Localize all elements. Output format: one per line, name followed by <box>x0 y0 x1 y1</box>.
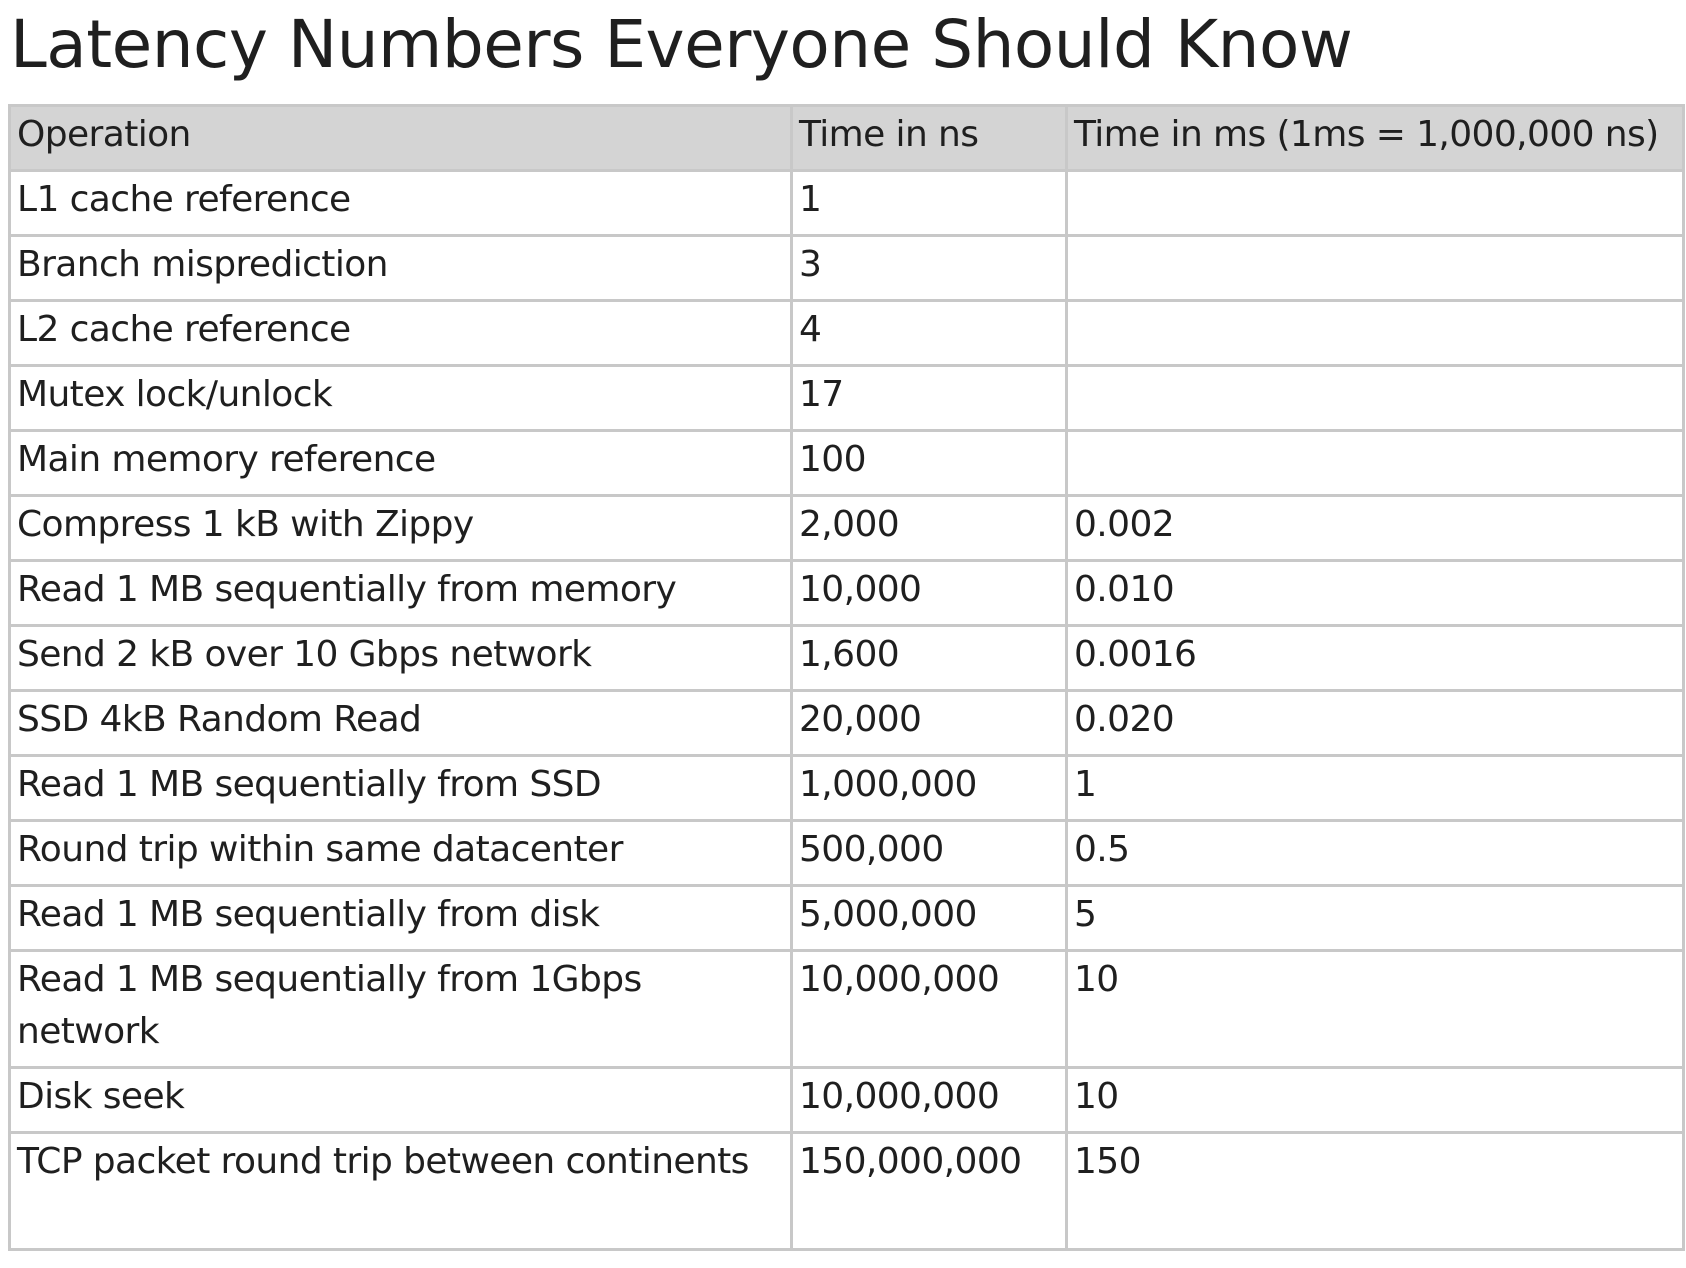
table-row: Read 1 MB sequentially from disk 5,000,0… <box>8 884 1685 952</box>
cell-operation: Read 1 MB sequentially from 1Gbps networ… <box>8 949 793 1069</box>
cell-time-ms: 0.010 <box>1065 559 1685 627</box>
table-body: L1 cache reference 1 Branch mispredictio… <box>8 169 1685 1251</box>
cell-operation: Round trip within same datacenter <box>8 819 793 887</box>
cell-time-ms <box>1065 364 1685 432</box>
table-row: Compress 1 kB with Zippy 2,000 0.002 <box>8 494 1685 562</box>
latency-table: Operation Time in ns Time in ms (1ms = 1… <box>8 104 1685 1251</box>
table-row: TCP packet round trip between continents… <box>8 1131 1685 1251</box>
cell-operation: SSD 4kB Random Read <box>8 689 793 757</box>
cell-time-ns: 10,000 <box>790 559 1068 627</box>
cell-operation: Compress 1 kB with Zippy <box>8 494 793 562</box>
cell-time-ns: 1,600 <box>790 624 1068 692</box>
table-row: Branch misprediction 3 <box>8 234 1685 302</box>
cell-time-ns: 500,000 <box>790 819 1068 887</box>
cell-time-ns: 10,000,000 <box>790 949 1068 1069</box>
table-row: Mutex lock/unlock 17 <box>8 364 1685 432</box>
table-row: Read 1 MB sequentially from SSD 1,000,00… <box>8 754 1685 822</box>
cell-time-ns: 5,000,000 <box>790 884 1068 952</box>
cell-time-ms <box>1065 299 1685 367</box>
table-row: L2 cache reference 4 <box>8 299 1685 367</box>
cell-time-ns: 150,000,000 <box>790 1131 1068 1251</box>
cell-operation: Branch misprediction <box>8 234 793 302</box>
cell-operation: Read 1 MB sequentially from disk <box>8 884 793 952</box>
cell-operation: TCP packet round trip between continents <box>8 1131 793 1251</box>
cell-time-ms: 0.002 <box>1065 494 1685 562</box>
cell-time-ms <box>1065 169 1685 237</box>
cell-operation: Read 1 MB sequentially from memory <box>8 559 793 627</box>
cell-time-ns: 100 <box>790 429 1068 497</box>
cell-time-ns: 1,000,000 <box>790 754 1068 822</box>
cell-time-ms: 1 <box>1065 754 1685 822</box>
cell-time-ns: 4 <box>790 299 1068 367</box>
cell-time-ms: 10 <box>1065 949 1685 1069</box>
table-row: Disk seek 10,000,000 10 <box>8 1066 1685 1134</box>
cell-operation: Read 1 MB sequentially from SSD <box>8 754 793 822</box>
page-title: Latency Numbers Everyone Should Know <box>10 6 1353 83</box>
cell-time-ms: 150 <box>1065 1131 1685 1251</box>
cell-time-ns: 1 <box>790 169 1068 237</box>
cell-operation: L1 cache reference <box>8 169 793 237</box>
cell-time-ms: 0.5 <box>1065 819 1685 887</box>
cell-operation: Disk seek <box>8 1066 793 1134</box>
table-row: Send 2 kB over 10 Gbps network 1,600 0.0… <box>8 624 1685 692</box>
table-row: Round trip within same datacenter 500,00… <box>8 819 1685 887</box>
cell-time-ms: 10 <box>1065 1066 1685 1134</box>
cell-operation: Main memory reference <box>8 429 793 497</box>
cell-time-ms: 0.020 <box>1065 689 1685 757</box>
header-time-ns: Time in ns <box>790 104 1068 172</box>
table-row: Read 1 MB sequentially from 1Gbps networ… <box>8 949 1685 1069</box>
header-time-ms: Time in ms (1ms = 1,000,000 ns) <box>1065 104 1685 172</box>
cell-operation: Send 2 kB over 10 Gbps network <box>8 624 793 692</box>
cell-time-ms <box>1065 234 1685 302</box>
cell-time-ms <box>1065 429 1685 497</box>
table-row: Main memory reference 100 <box>8 429 1685 497</box>
table-row: SSD 4kB Random Read 20,000 0.020 <box>8 689 1685 757</box>
table-row: Read 1 MB sequentially from memory 10,00… <box>8 559 1685 627</box>
cell-time-ns: 2,000 <box>790 494 1068 562</box>
cell-time-ns: 3 <box>790 234 1068 302</box>
cell-operation: Mutex lock/unlock <box>8 364 793 432</box>
table-header: Operation Time in ns Time in ms (1ms = 1… <box>8 104 1685 172</box>
cell-time-ns: 20,000 <box>790 689 1068 757</box>
header-row: Operation Time in ns Time in ms (1ms = 1… <box>8 104 1685 172</box>
cell-time-ms: 0.0016 <box>1065 624 1685 692</box>
header-operation: Operation <box>8 104 793 172</box>
cell-time-ns: 10,000,000 <box>790 1066 1068 1134</box>
cell-operation: L2 cache reference <box>8 299 793 367</box>
table-row: L1 cache reference 1 <box>8 169 1685 237</box>
cell-time-ms: 5 <box>1065 884 1685 952</box>
cell-time-ns: 17 <box>790 364 1068 432</box>
